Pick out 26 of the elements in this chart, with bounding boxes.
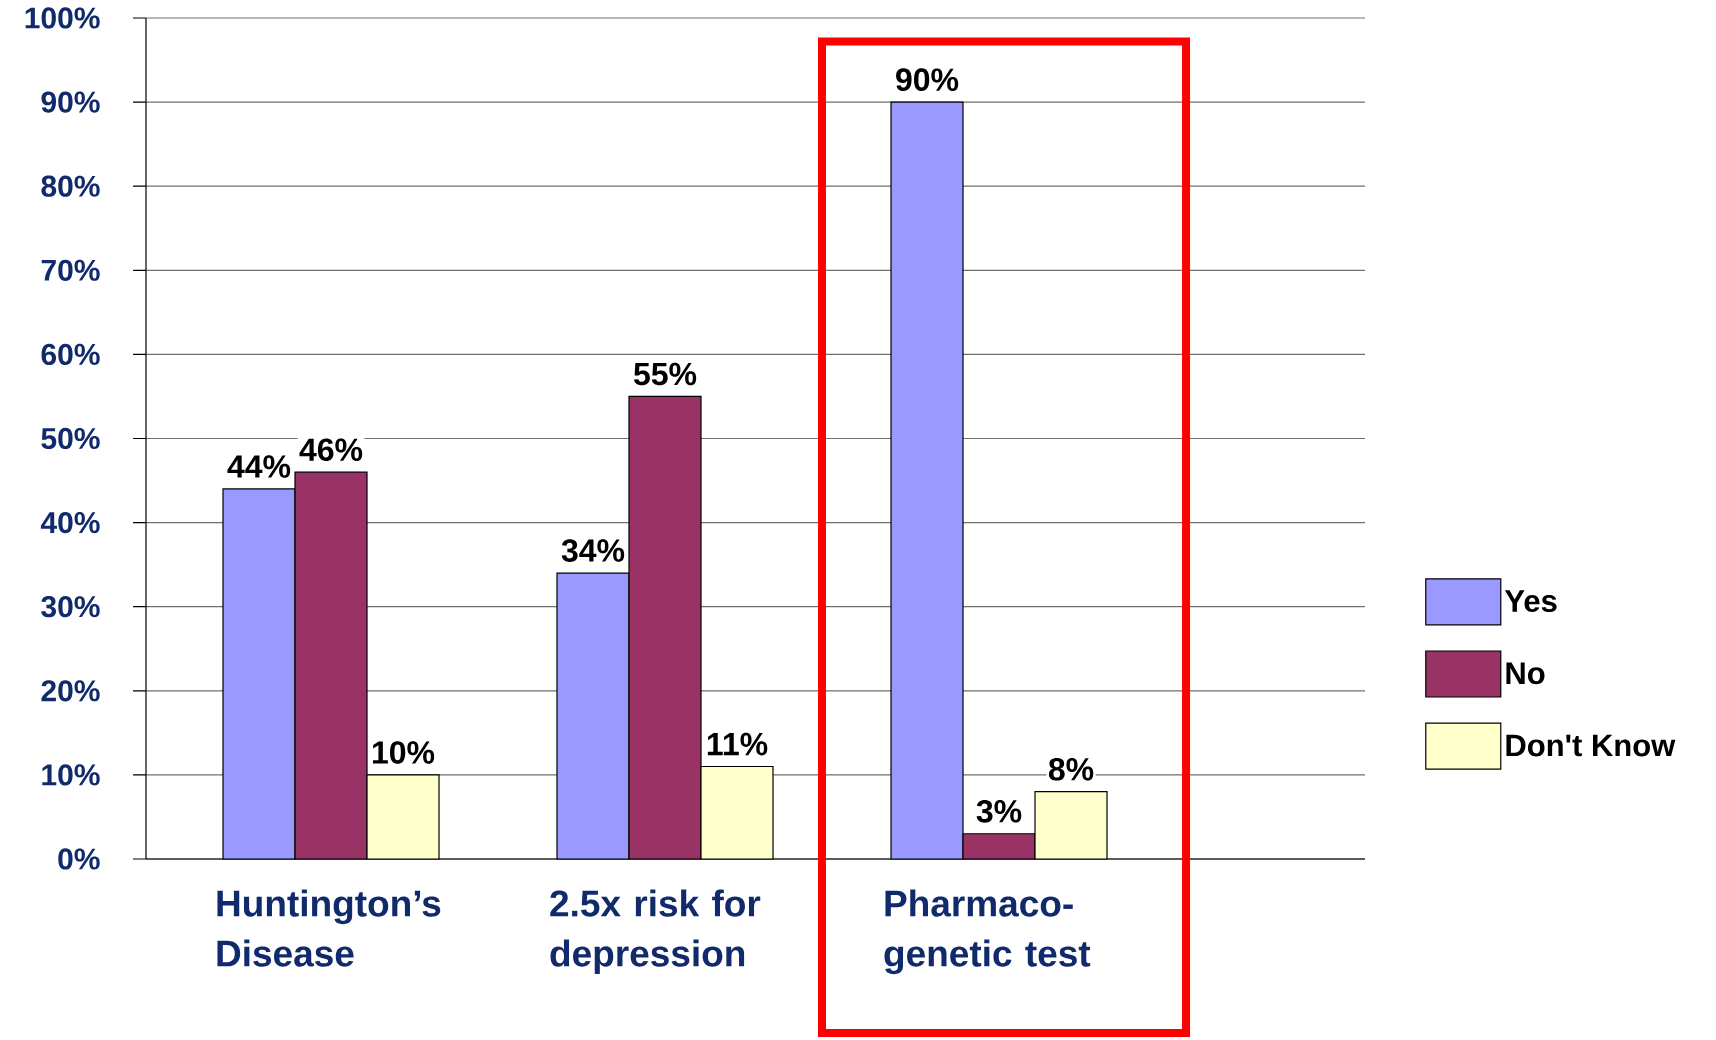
x-tick-label: 2.5x risk for depression <box>550 889 761 974</box>
y-tick-label: 30% <box>41 596 100 618</box>
data-label: 46% <box>299 438 363 462</box>
y-tick-label: 100% <box>25 7 100 29</box>
legend-label: No <box>1506 662 1545 685</box>
y-tick-label: 90% <box>41 91 100 113</box>
data-label: 8% <box>1048 757 1094 781</box>
y-tick-label: 80% <box>41 175 100 197</box>
data-label: 3% <box>976 799 1022 823</box>
data-label: 90% <box>896 68 959 91</box>
data-label: 44% <box>227 455 291 478</box>
y-tick-label: 40% <box>40 511 100 534</box>
data-label: 55% <box>633 362 697 386</box>
data-label: 34% <box>561 539 625 562</box>
x-tick-label: Huntington’s Disease <box>217 889 441 967</box>
y-tick-label: 10% <box>42 764 100 786</box>
y-tick-label: 60% <box>41 343 100 366</box>
y-tick-label: 70% <box>41 259 100 281</box>
y-tick-label: 0% <box>58 848 100 870</box>
y-tick-label: 20% <box>41 680 100 702</box>
data-label: 10% <box>373 741 435 764</box>
legend-label: Yes <box>1504 590 1557 612</box>
y-tick-label: 50% <box>41 427 100 450</box>
x-tick-label: Pharmaco-genetic test <box>884 889 1091 975</box>
legend-label: Don't Know <box>1506 734 1676 757</box>
data-label: 11% <box>707 732 768 756</box>
